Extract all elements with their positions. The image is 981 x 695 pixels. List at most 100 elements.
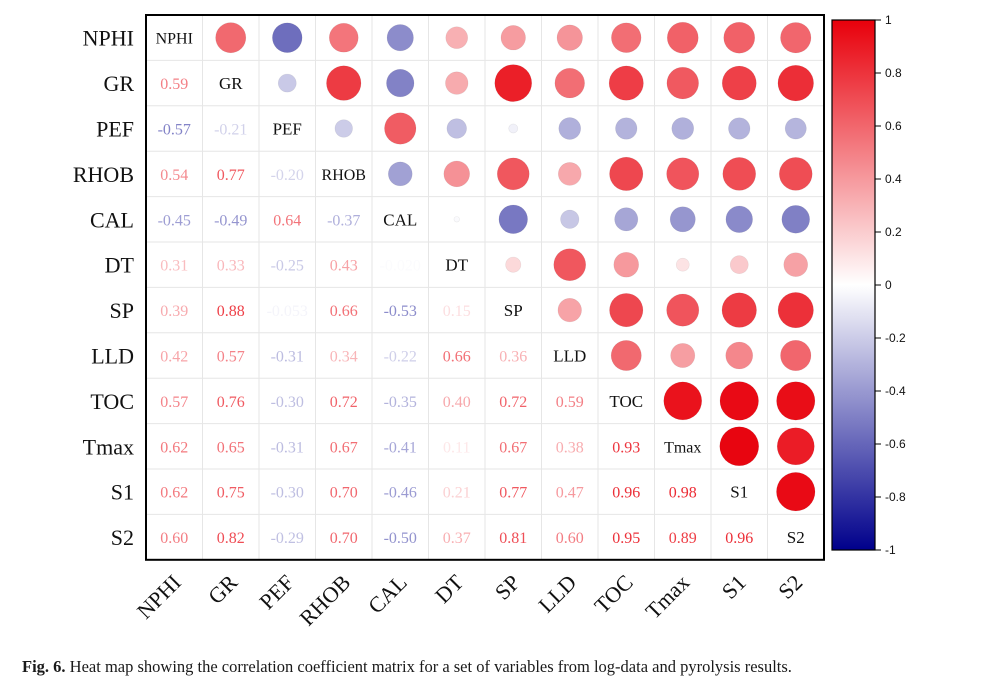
corr-value-s2-nphi: 0.60 (160, 530, 188, 547)
diagonal-label-cal: CAL (383, 210, 417, 229)
corr-circle-rhob-cal (387, 161, 413, 187)
corr-circle-nphi-s2 (780, 22, 812, 54)
col-label-s1: S1 (717, 570, 751, 604)
col-label-tmax: Tmax (640, 570, 694, 624)
corr-value-s2-cal: -0.50 (384, 530, 417, 547)
corr-value-s2-sp: 0.81 (499, 530, 527, 547)
row-label-pef: PEF (96, 117, 134, 142)
corr-circle-cal-lld (560, 209, 580, 229)
corr-value-s2-s1: 0.96 (725, 530, 753, 547)
corr-circle-cal-dt (453, 216, 460, 223)
corr-value-s1-nphi: 0.62 (160, 485, 188, 502)
diagonal-label-nphi: NPHI (156, 31, 193, 48)
corr-circle-lld-tmax (670, 343, 696, 368)
corr-circle-pef-toc (615, 117, 638, 140)
corr-circle-gr-tmax (666, 66, 699, 100)
corr-circle-cal-tmax (669, 206, 696, 233)
corr-value-rhob-gr: 0.77 (217, 167, 245, 184)
corr-value-s2-lld: 0.60 (556, 530, 584, 547)
colorbar-tick-label: 0.2 (885, 225, 902, 239)
corr-value-cal-nphi: -0.45 (158, 212, 191, 229)
corr-circle-gr-rhob (326, 65, 362, 101)
row-label-dt: DT (105, 253, 135, 278)
corr-circle-tmax-s2 (776, 427, 815, 466)
diagonal-label-gr: GR (219, 74, 243, 93)
corr-circle-nphi-pef (272, 22, 303, 53)
col-label-sp: SP (490, 570, 525, 605)
corr-circle-nphi-s1 (723, 21, 756, 54)
corr-circle-rhob-dt (443, 160, 470, 188)
corr-value-sp-gr: 0.88 (217, 303, 245, 320)
colorbar-tick-label: -0.2 (885, 331, 906, 345)
corr-value-tmax-toc: 0.93 (612, 439, 640, 456)
corr-value-toc-pef: -0.30 (271, 394, 304, 411)
corr-value-tmax-lld: 0.38 (556, 439, 584, 456)
corr-circle-rhob-lld (557, 162, 582, 186)
colorbar-tick-label: 1 (885, 13, 892, 27)
corr-value-sp-dt: 0.15 (443, 303, 471, 320)
corr-circle-tmax-s1 (719, 426, 760, 467)
corr-value-toc-lld: 0.59 (556, 394, 584, 411)
corr-circle-pef-cal (384, 112, 417, 145)
corr-circle-cal-sp (498, 204, 528, 234)
corr-circle-pef-rhob (334, 119, 353, 138)
corr-circle-cal-s1 (725, 205, 753, 233)
corr-value-tmax-dt: 0.11 (443, 439, 470, 456)
colorbar-tick-label: -0.4 (885, 384, 906, 398)
corr-circle-rhob-toc (609, 156, 644, 191)
corr-value-lld-nphi: 0.42 (160, 349, 188, 366)
row-label-nphi: NPHI (83, 26, 134, 51)
row-label-toc: TOC (90, 389, 134, 414)
corr-value-lld-gr: 0.57 (217, 349, 245, 366)
corr-circle-sp-lld (557, 297, 582, 323)
corr-circle-dt-s2 (783, 252, 809, 277)
corr-value-s2-toc: 0.95 (612, 530, 640, 547)
corr-value-toc-dt: 0.40 (443, 394, 471, 411)
corr-circle-dt-s1 (729, 255, 749, 275)
corr-value-s1-dt: 0.21 (443, 485, 471, 502)
corr-value-sp-nphi: 0.39 (160, 303, 188, 320)
caption-text: Heat map showing the correlation coeffic… (69, 657, 792, 676)
corr-circle-pef-tmax (671, 117, 695, 140)
col-label-lld: LLD (533, 570, 581, 618)
corr-value-tmax-rhob: 0.67 (330, 439, 358, 456)
diagonal-label-lld: LLD (553, 347, 586, 366)
corr-value-s1-gr: 0.75 (217, 485, 245, 502)
corr-circle-rhob-sp (496, 157, 530, 191)
corr-value-tmax-nphi: 0.62 (160, 439, 188, 456)
corr-value-dt-pef: -0.25 (271, 258, 304, 275)
row-label-gr: GR (103, 71, 134, 96)
corr-circle-toc-s1 (719, 381, 759, 421)
corr-value-toc-rhob: 0.72 (330, 394, 358, 411)
corr-value-toc-gr: 0.76 (217, 394, 245, 411)
corr-value-toc-nphi: 0.57 (160, 394, 188, 411)
corr-value-tmax-sp: 0.67 (499, 439, 527, 456)
colorbar: 1 0.8 0.6 0.4 0.2 0 -0.2 -0.4 -0.6 -0.8 -1 (831, 13, 906, 557)
corr-value-rhob-nphi: 0.54 (160, 167, 188, 184)
corr-value-s2-dt: 0.37 (443, 530, 471, 547)
corr-circle-dt-toc (613, 251, 640, 278)
col-label-gr: GR (203, 569, 243, 609)
corr-circle-rhob-s2 (778, 157, 813, 191)
diagonal-label-pef: PEF (273, 120, 302, 139)
corr-value-lld-rhob: 0.34 (330, 349, 358, 366)
corr-circle-nphi-cal (386, 24, 414, 52)
corr-circle-nphi-dt (445, 26, 469, 49)
corr-value-dt-nphi: 0.31 (160, 258, 188, 275)
corr-value-s1-toc: 0.96 (612, 485, 640, 502)
corr-value-lld-cal: -0.22 (384, 349, 417, 366)
corr-circle-nphi-gr (215, 22, 247, 54)
corr-circle-pef-dt (446, 118, 467, 139)
corr-value-cal-gr: -0.49 (214, 212, 247, 229)
corr-circle-gr-dt (445, 71, 469, 95)
colorbar-tick-label: 0.6 (885, 119, 902, 133)
corr-value-pef-gr: -0.21 (214, 122, 247, 139)
row-label-cal: CAL (90, 207, 134, 232)
corr-circle-sp-toc (609, 293, 644, 328)
matrix-cells: NPHI 0.59 GR -0.57 -0.21 PEF 0.54 0.77 -0.20 RHOB… (156, 21, 816, 547)
corr-circle-sp-s2 (777, 292, 814, 329)
row-label-lld: LLD (91, 344, 134, 369)
corr-value-s2-pef: -0.29 (271, 530, 304, 547)
corr-value-dt-cal: -0.020 (380, 258, 421, 275)
